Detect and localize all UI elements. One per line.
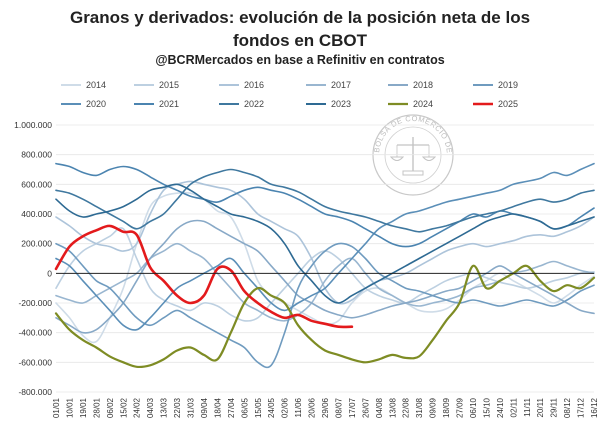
y-tick-label: 800.000 xyxy=(21,150,52,160)
y-tick-label: -400.000 xyxy=(18,328,52,338)
legend-label-2021: 2021 xyxy=(159,99,179,109)
x-tick-label: 04/08 xyxy=(375,397,384,418)
x-tick-label: 11/06 xyxy=(294,397,303,417)
x-tick-label: 08/07 xyxy=(334,397,343,418)
series-lines xyxy=(54,162,596,369)
x-tick-label: 31/08 xyxy=(415,397,424,418)
x-tick-label: 29/06 xyxy=(321,397,330,418)
x-tick-label: 27/04 xyxy=(227,397,236,418)
y-tick-label: 200.000 xyxy=(21,239,52,249)
series-line-2018 xyxy=(55,219,595,334)
chart-title: Granos y derivados: evolución de la posi… xyxy=(0,6,600,52)
y-tick-label: 400.000 xyxy=(21,209,52,219)
legend-label-2024: 2024 xyxy=(413,99,433,109)
series-line-2020 xyxy=(55,162,595,331)
series-line-2023 xyxy=(55,183,595,304)
series-line-2025 xyxy=(54,224,354,329)
x-tick-label: 20/11 xyxy=(536,397,545,417)
legend-label-2025: 2025 xyxy=(498,99,518,109)
y-tick-label: -800.000 xyxy=(18,387,52,397)
x-tick-label: 15/02 xyxy=(119,397,128,418)
chart-legend: 2014 2015 2016 2017 2018 2019 2020 2021 2022 2023… xyxy=(61,80,518,109)
x-tick-label: 09/09 xyxy=(429,397,438,418)
x-tick-label: 22/08 xyxy=(402,397,411,418)
x-tick-label: 22/03 xyxy=(173,397,182,418)
x-tick-label: 02/11 xyxy=(509,397,518,417)
x-tick-label: 11/11 xyxy=(523,397,532,416)
y-tick-label: 600.000 xyxy=(21,179,52,189)
seal-text: BOLSA DE COMERCIO DE ROSARIO xyxy=(0,0,454,156)
x-tick-label: 19/01 xyxy=(79,397,88,418)
x-tick-label: 29/11 xyxy=(550,397,559,417)
chart-title-line-2: fondos en CBOT xyxy=(232,31,368,50)
y-tick-label: 1.000.000 xyxy=(14,120,52,130)
x-tick-label: 08/12 xyxy=(563,397,572,418)
series-line-2022 xyxy=(55,168,595,233)
legend-label-2016: 2016 xyxy=(244,80,264,90)
y-tick-label: 0 xyxy=(47,268,52,278)
x-tick-label: 24/10 xyxy=(496,397,505,418)
x-tick-label: 18/09 xyxy=(442,397,451,418)
x-tick-label: 31/03 xyxy=(187,397,196,418)
x-tick-label: 28/01 xyxy=(92,397,101,418)
y-tick-label: -600.000 xyxy=(18,357,52,367)
x-tick-label: 09/04 xyxy=(200,397,209,418)
seal-scale-pan-right xyxy=(421,156,437,161)
chart-title-line-1: Granos y derivados: evolución de la posi… xyxy=(69,8,531,27)
x-tick-label: 06/02 xyxy=(106,397,115,418)
x-tick-label: 15/10 xyxy=(482,397,491,418)
x-tick-label: 10/01 xyxy=(65,397,74,418)
legend-label-2018: 2018 xyxy=(413,80,433,90)
x-tick-label: 01/01 xyxy=(52,397,61,418)
x-tick-label: 17/12 xyxy=(577,397,586,418)
x-tick-label: 24/05 xyxy=(267,397,276,418)
seal-scale-pan-left xyxy=(389,156,405,161)
x-tick-label: 20/06 xyxy=(308,397,317,418)
x-axis-ticks: 01/01 10/01 19/01 28/01 06/02 15/02 24/02 04/03… xyxy=(52,397,599,418)
x-tick-label: 02/06 xyxy=(281,397,290,418)
chart-subtitle: @BCRMercados en base a Refinitiv en cont… xyxy=(155,53,445,67)
x-tick-label: 26/07 xyxy=(361,397,370,418)
x-tick-label: 17/07 xyxy=(348,397,357,418)
seal-scale-base xyxy=(402,170,424,176)
x-tick-label: 06/05 xyxy=(240,397,249,418)
x-tick-label: 13/08 xyxy=(388,397,397,418)
series-line-2024 xyxy=(54,264,596,369)
x-tick-label: 15/05 xyxy=(254,397,263,418)
x-tick-label: 04/03 xyxy=(146,397,155,418)
legend-label-2014: 2014 xyxy=(86,80,106,90)
x-tick-label: 27/09 xyxy=(456,397,465,418)
x-tick-label: 18/04 xyxy=(213,397,222,418)
x-tick-label: 06/10 xyxy=(469,397,478,418)
x-tick-label: 13/03 xyxy=(160,397,169,418)
x-tick-label: 16/12 xyxy=(590,397,599,418)
x-tick-label: 24/02 xyxy=(133,397,142,418)
legend-label-2022: 2022 xyxy=(244,99,264,109)
legend-label-2017: 2017 xyxy=(331,80,351,90)
y-axis-ticks: 1.000.000 800.000 600.000 400.000 200.000 0 -2… xyxy=(14,120,52,397)
legend-label-2015: 2015 xyxy=(159,80,179,90)
y-tick-label: -200.000 xyxy=(18,298,52,308)
series-line-2021 xyxy=(55,162,595,248)
legend-label-2020: 2020 xyxy=(86,99,106,109)
series-line-2014 xyxy=(55,191,595,344)
series-line-2019 xyxy=(55,242,595,369)
legend-label-2019: 2019 xyxy=(498,80,518,90)
legend-label-2023: 2023 xyxy=(331,99,351,109)
